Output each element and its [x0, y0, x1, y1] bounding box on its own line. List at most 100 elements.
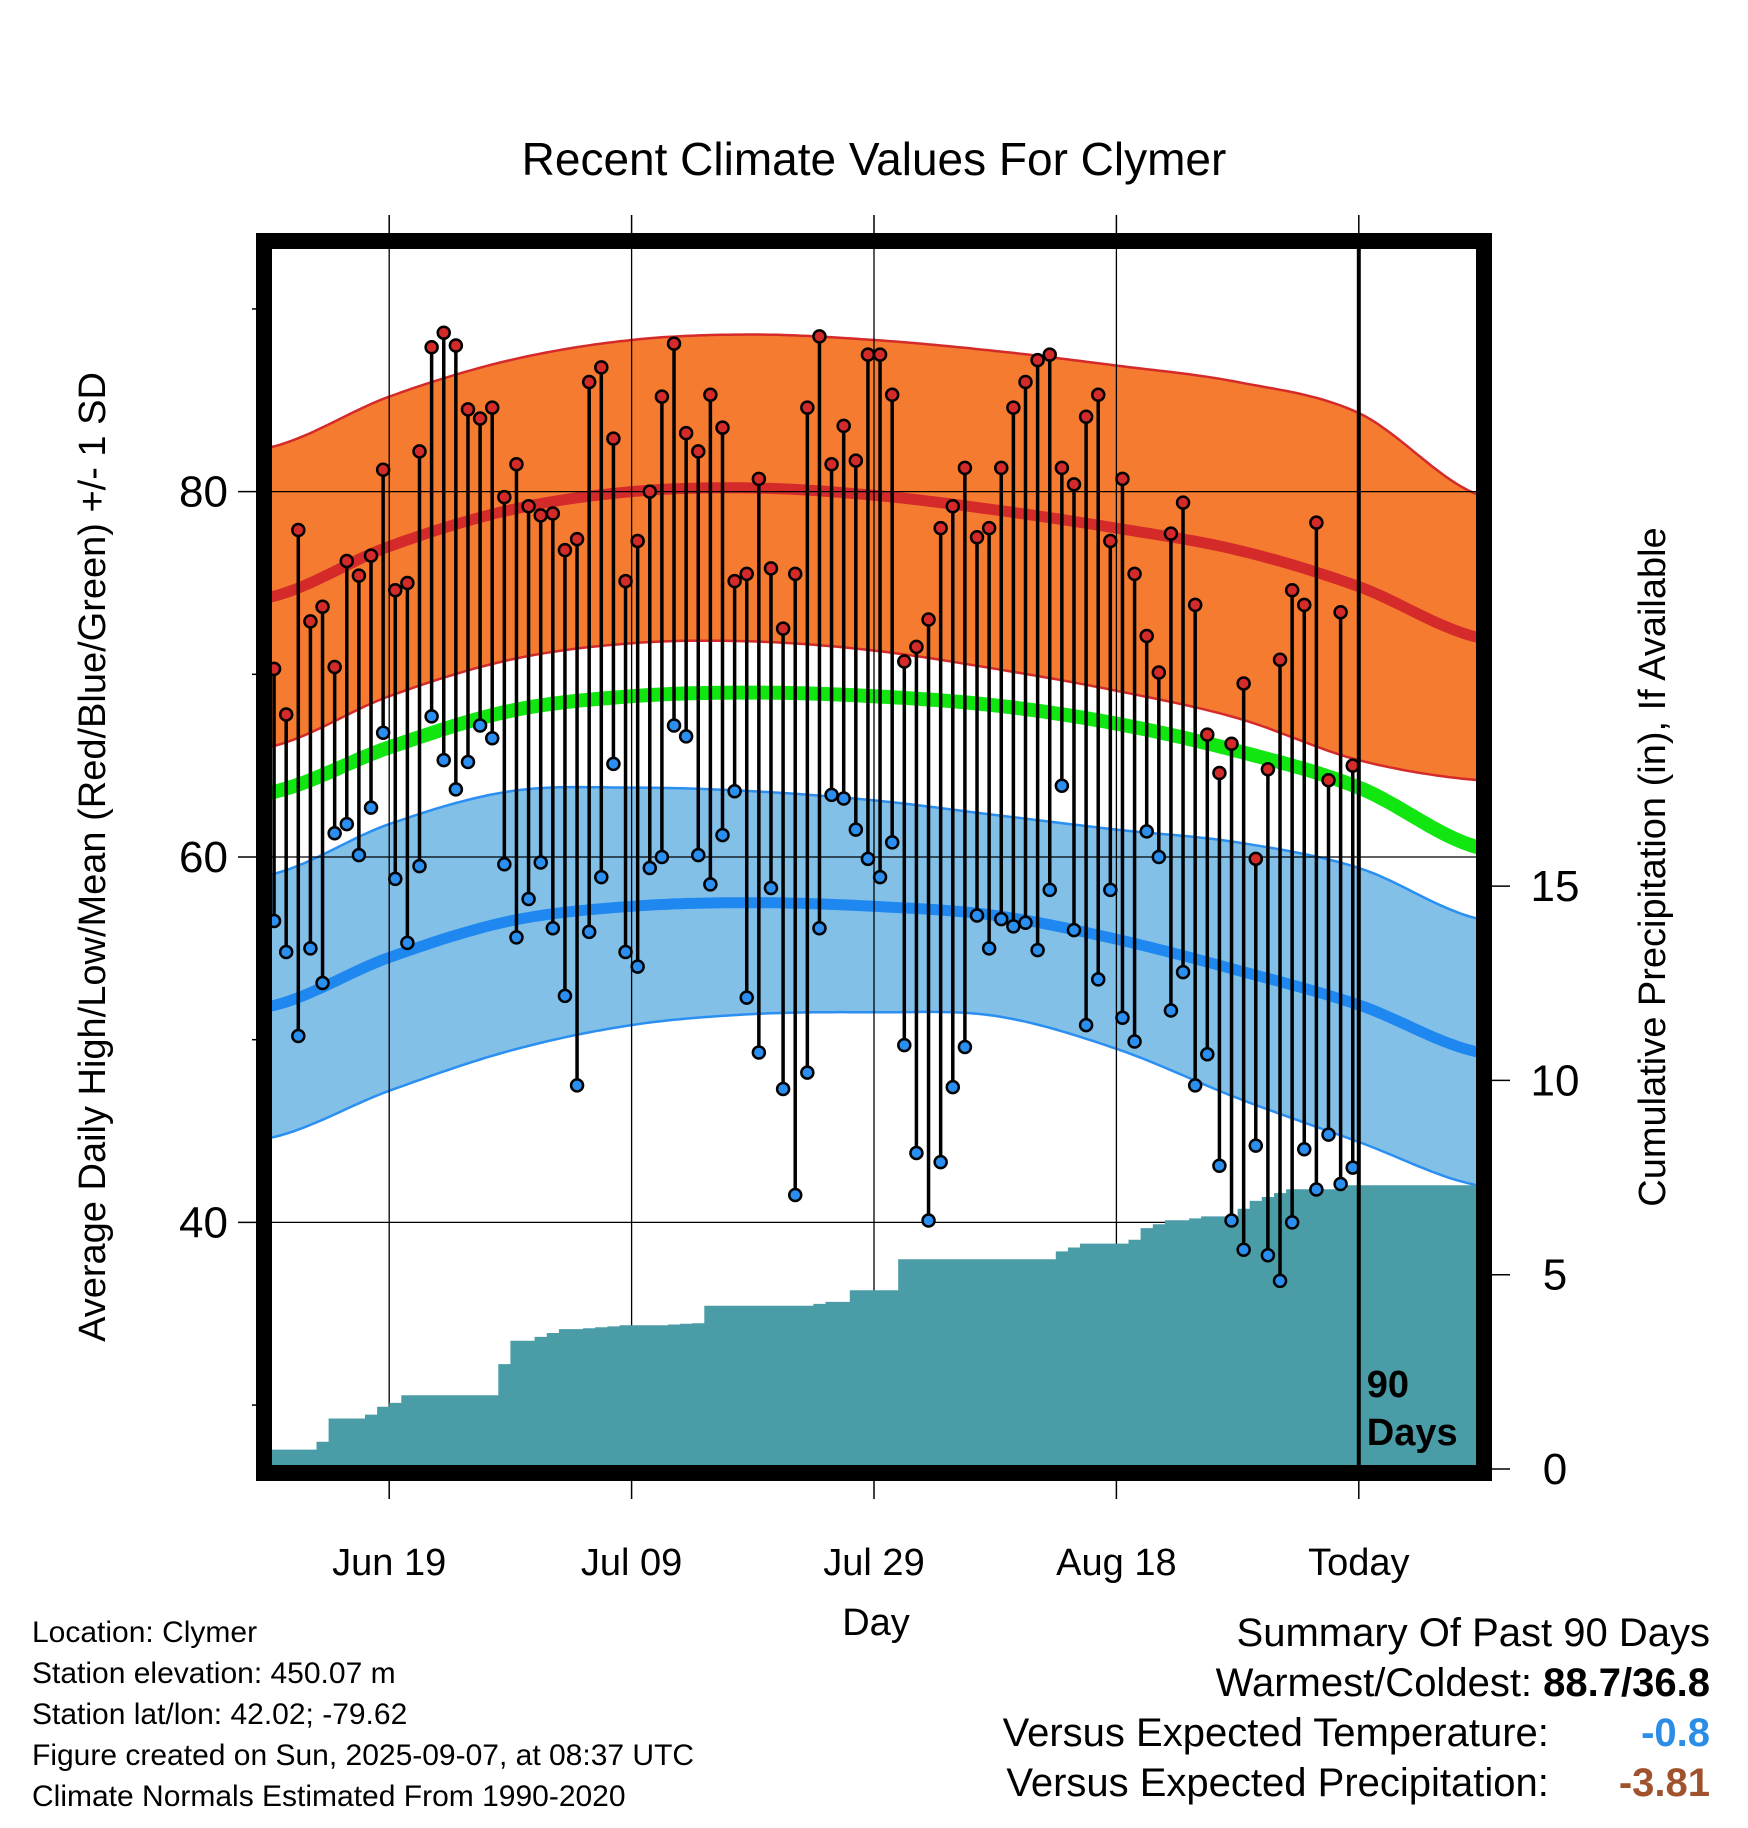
y-right-tick-label: 10	[1531, 1056, 1580, 1105]
daily-low-point	[897, 1037, 912, 1053]
y-axis-label-left: Average Daily High/Low/Mean (Red/Blue/Gr…	[72, 372, 114, 1342]
daily-high-point	[569, 531, 585, 547]
daily-high-point	[860, 347, 876, 362]
created-text: Figure created on Sun, 2025-09-07, at 08…	[32, 1739, 695, 1772]
daily-high-point	[1030, 352, 1045, 368]
daily-low-point	[787, 1187, 803, 1203]
chart-title: Recent Climate Values For Clymer	[522, 133, 1227, 185]
today-marker-label-line2: Days	[1367, 1412, 1458, 1454]
daily-high-point	[1103, 533, 1118, 549]
daily-high-point	[618, 573, 633, 589]
daily-high-point	[521, 498, 536, 514]
daily-low-point	[630, 959, 645, 974]
daily-high-point	[388, 583, 403, 598]
daily-low-point	[642, 860, 658, 876]
daily-low-point	[981, 941, 997, 956]
daily-low-point	[1297, 1142, 1312, 1157]
daily-low-point	[375, 725, 391, 741]
daily-high-point	[836, 418, 851, 434]
daily-high-point	[351, 568, 367, 583]
daily-low-point	[945, 1079, 961, 1095]
warm-label: Warmest/Coldest:	[1215, 1661, 1533, 1705]
daily-low-point	[1066, 922, 1082, 938]
today-marker-label-line1: 90	[1367, 1364, 1409, 1406]
daily-high-point	[715, 420, 730, 435]
daily-high-point	[278, 707, 294, 722]
daily-low-point	[836, 791, 851, 806]
elevation-text: Station elevation: 450.07 m	[32, 1657, 396, 1690]
daily-high-point	[981, 520, 997, 536]
daily-high-point	[666, 336, 682, 351]
daily-low-point	[1042, 882, 1057, 898]
daily-low-point	[884, 835, 900, 850]
daily-high-point	[945, 498, 961, 514]
plot-area: 90 Days 40 60 80 0 5 10 15 Jun 19 Jul 09 Jul 29 Aug …	[179, 215, 1579, 1584]
daily-low-point	[484, 731, 500, 746]
daily-low-point	[327, 826, 342, 841]
station-info: Location: Clymer Station elevation: 450.…	[32, 1612, 694, 1817]
daily-low-point	[497, 857, 512, 872]
daily-high-point	[436, 325, 451, 340]
daily-high-point	[763, 561, 779, 576]
daily-low-point	[303, 941, 318, 956]
daily-low-point	[751, 1045, 767, 1060]
daily-high-point	[630, 533, 645, 549]
prec-value: -3.81	[1618, 1761, 1710, 1805]
daily-low-point	[606, 756, 621, 772]
daily-high-point	[1163, 526, 1179, 541]
daily-high-point	[1236, 676, 1251, 691]
daily-low-point	[1151, 849, 1167, 865]
daily-high-point	[484, 400, 500, 415]
daily-high-point	[1260, 762, 1276, 777]
warm-value: 88.7/36.8	[1543, 1661, 1710, 1705]
daily-high-point	[751, 471, 767, 487]
daily-low-point	[957, 1039, 973, 1055]
daily-low-point	[800, 1065, 815, 1080]
daily-low-point	[1224, 1213, 1239, 1228]
daily-low-point	[509, 930, 524, 945]
summary-panel: Summary Of Past 90 Days Warmest/Coldest:…	[1003, 1608, 1710, 1808]
daily-high-point	[739, 566, 754, 582]
daily-low-point	[1284, 1215, 1300, 1230]
daily-low-point	[618, 944, 633, 960]
normals-text: Climate Normals Estimated From 1990-2020	[32, 1780, 626, 1813]
daily-high-point	[1248, 851, 1264, 867]
x-tick-label: Jul 09	[581, 1542, 682, 1584]
daily-low-point	[424, 709, 439, 724]
plot-content: 90 Days	[268, 245, 1480, 1469]
daily-high-point	[969, 530, 985, 545]
daily-high-point	[642, 484, 658, 499]
daily-high-point	[800, 400, 815, 415]
daily-low-point	[872, 869, 888, 885]
daily-high-point	[1066, 477, 1082, 492]
daily-low-point	[460, 754, 476, 770]
daily-low-point	[654, 849, 670, 865]
daily-low-point	[1006, 919, 1021, 934]
daily-low-point	[581, 924, 597, 940]
daily-low-point	[666, 718, 682, 733]
daily-low-point	[1236, 1242, 1251, 1258]
daily-low-point	[400, 935, 415, 951]
daily-low-point	[1260, 1248, 1276, 1263]
daily-high-point	[291, 522, 306, 538]
summary-prec-row: Versus Expected Precipitation: -3.81	[1003, 1758, 1710, 1808]
daily-low-point	[727, 783, 742, 799]
daily-high-point	[1042, 347, 1057, 362]
daily-high-point	[933, 520, 948, 536]
daily-low-point	[388, 871, 403, 887]
location-text: Location: Clymer	[32, 1616, 258, 1649]
daily-low-point	[569, 1078, 585, 1093]
daily-low-point	[860, 851, 876, 867]
daily-low-point	[1018, 915, 1033, 931]
temp-label: Versus Expected Temperature:	[1002, 1711, 1549, 1755]
daily-low-point	[533, 855, 548, 870]
daily-low-point	[1212, 1158, 1227, 1173]
daily-high-point	[1200, 727, 1215, 742]
daily-low-point	[1321, 1127, 1336, 1142]
daily-high-point	[606, 431, 621, 446]
daily-low-point	[921, 1213, 936, 1228]
daily-high-point	[1321, 773, 1336, 788]
daily-low-point	[678, 729, 694, 744]
daily-low-point	[1103, 882, 1118, 898]
